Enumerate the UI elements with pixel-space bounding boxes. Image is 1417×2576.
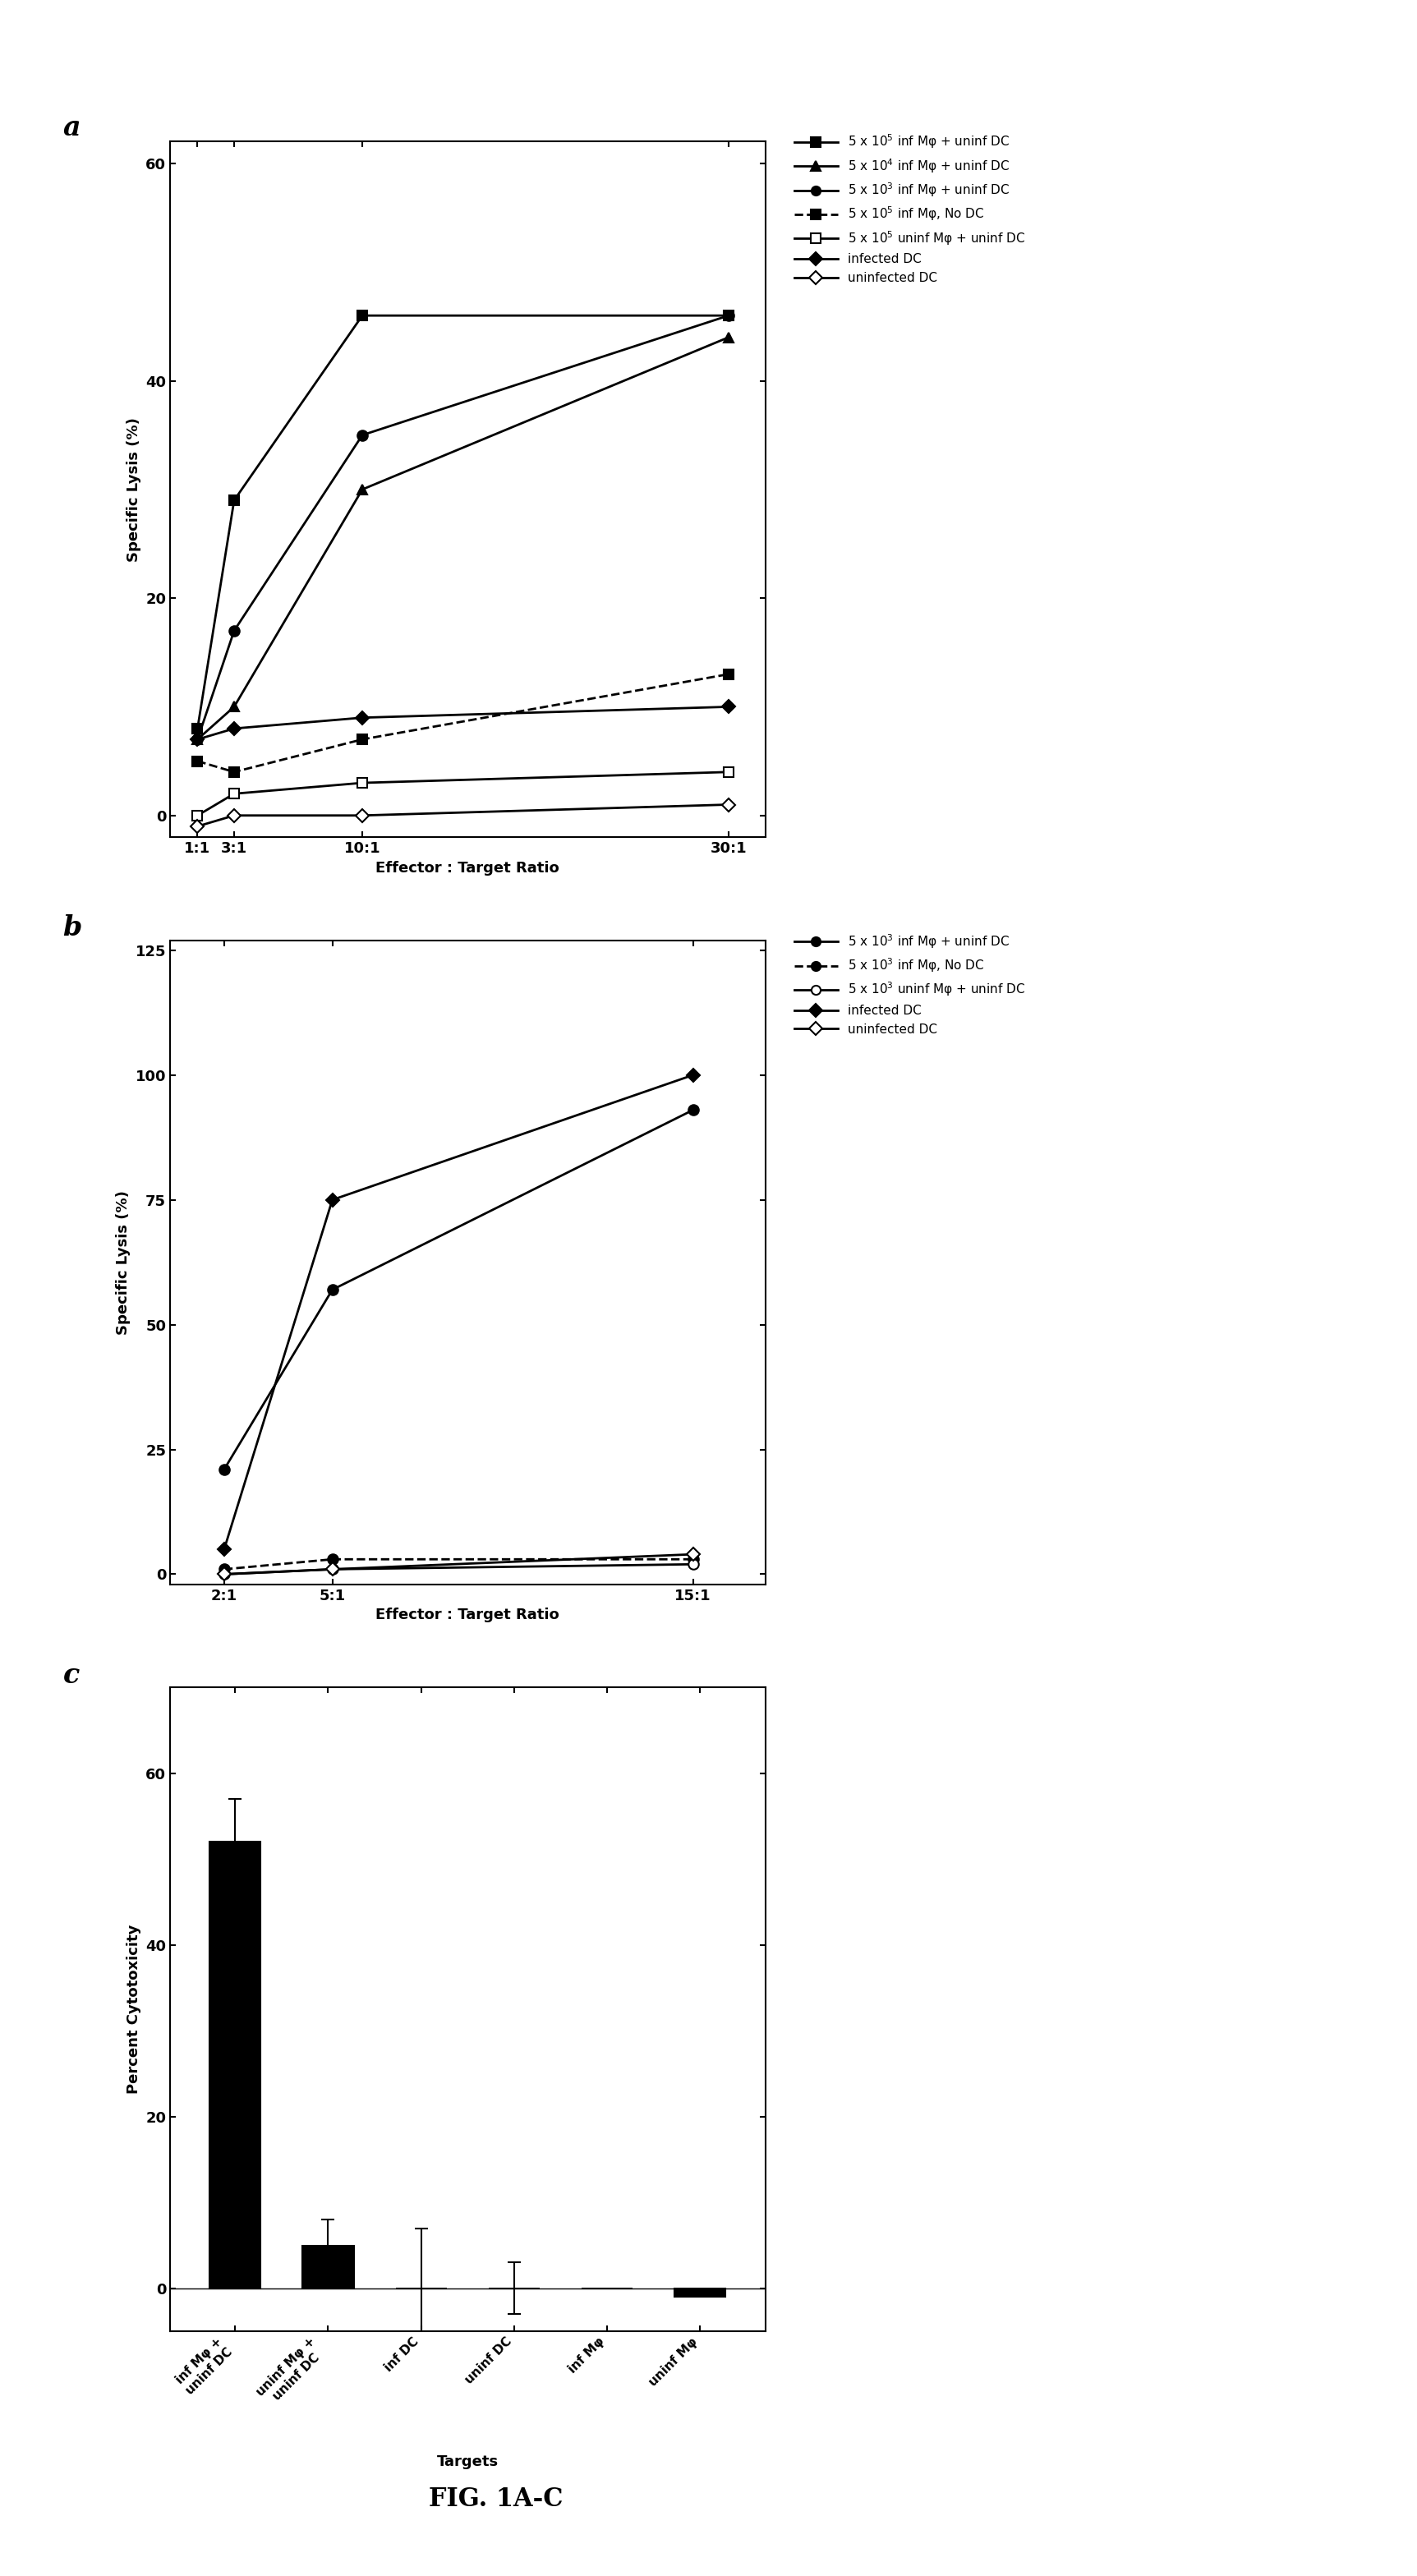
- X-axis label: Effector : Target Ratio: Effector : Target Ratio: [376, 1607, 560, 1623]
- X-axis label: Targets: Targets: [436, 2455, 499, 2470]
- Bar: [303, 2246, 354, 2287]
- Text: c: c: [62, 1662, 79, 1690]
- Text: a: a: [62, 113, 81, 142]
- Legend: 5 x 10$^3$ inf Mφ + uninf DC, 5 x 10$^3$ inf Mφ, No DC, 5 x 10$^3$ uninf Mφ + un: 5 x 10$^3$ inf Mφ + uninf DC, 5 x 10$^3$…: [789, 927, 1030, 1041]
- Bar: [674, 2287, 726, 2298]
- Text: FIG. 1A-C: FIG. 1A-C: [429, 2486, 563, 2512]
- X-axis label: Effector : Target Ratio: Effector : Target Ratio: [376, 860, 560, 876]
- Legend: 5 x 10$^5$ inf Mφ + uninf DC, 5 x 10$^4$ inf Mφ + uninf DC, 5 x 10$^3$ inf Mφ + : 5 x 10$^5$ inf Mφ + uninf DC, 5 x 10$^4$…: [789, 129, 1030, 289]
- Bar: [210, 1842, 261, 2287]
- Y-axis label: Specific Lysis (%): Specific Lysis (%): [116, 1190, 130, 1334]
- Y-axis label: Specific Lysis (%): Specific Lysis (%): [126, 417, 140, 562]
- Text: b: b: [62, 914, 82, 943]
- Y-axis label: Percent Cytotoxicity: Percent Cytotoxicity: [126, 1924, 140, 2094]
